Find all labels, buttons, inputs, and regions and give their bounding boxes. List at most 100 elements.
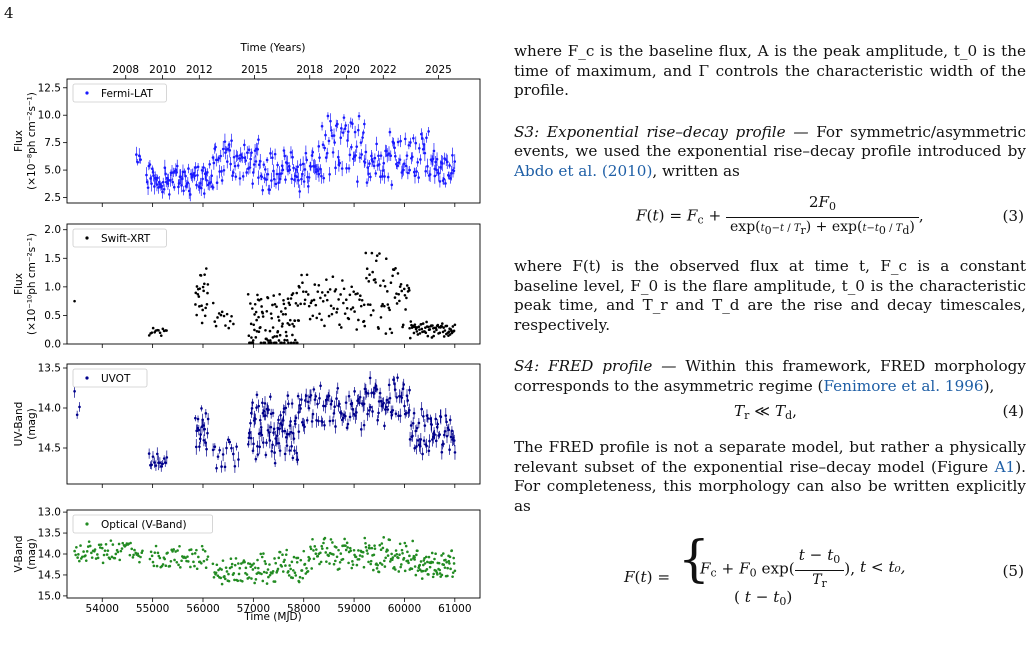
data-point	[253, 581, 256, 585]
data-point	[317, 172, 321, 176]
data-point	[73, 549, 76, 553]
data-point	[387, 152, 391, 155]
data-point	[180, 559, 183, 563]
data-point	[257, 163, 261, 167]
data-point	[299, 163, 302, 167]
citation-abdo-2010[interactable]: Abdo et al. (2010)	[514, 161, 653, 180]
data-point	[297, 178, 300, 182]
data-point	[254, 310, 258, 314]
data-point	[411, 539, 415, 543]
data-point	[268, 439, 272, 442]
data-point	[312, 388, 316, 391]
data-point	[216, 316, 219, 319]
data-point	[271, 411, 275, 415]
data-point	[269, 312, 273, 315]
data-point	[430, 551, 434, 555]
data-point	[251, 182, 254, 185]
data-point	[310, 420, 314, 423]
data-point	[389, 281, 393, 285]
data-point	[362, 565, 366, 569]
data-point	[433, 433, 436, 436]
data-point	[137, 154, 141, 158]
data-point	[296, 165, 300, 168]
data-point	[323, 324, 326, 328]
data-point	[85, 550, 89, 553]
data-point	[422, 414, 425, 418]
figure-link-a1[interactable]: A1	[994, 457, 1016, 476]
data-point	[438, 331, 442, 335]
section-s4-body-a: Within this framework, FRED morphology c…	[514, 357, 1026, 395]
data-point	[425, 136, 428, 140]
data-point	[206, 171, 209, 174]
data-point	[391, 558, 394, 562]
data-point	[205, 558, 209, 561]
data-point	[210, 174, 213, 177]
data-point	[203, 273, 206, 276]
data-point	[74, 553, 78, 557]
data-point	[201, 308, 204, 312]
data-point	[236, 154, 239, 158]
data-point	[398, 299, 401, 303]
data-point	[291, 292, 295, 295]
data-point	[444, 558, 447, 562]
data-point	[255, 329, 259, 333]
data-point	[84, 554, 87, 557]
data-point	[393, 146, 396, 150]
data-point	[179, 175, 182, 179]
data-point	[96, 553, 99, 556]
data-point	[268, 188, 272, 192]
data-point	[318, 396, 321, 400]
data-point	[251, 339, 255, 342]
data-point	[305, 273, 309, 277]
data-point	[237, 157, 241, 160]
data-point	[452, 439, 456, 442]
data-point	[438, 572, 442, 575]
data-point	[346, 139, 349, 142]
data-point	[270, 316, 274, 320]
data-point	[403, 541, 407, 545]
data-point	[375, 254, 379, 257]
data-point	[277, 319, 281, 322]
data-point	[354, 555, 358, 559]
data-point	[363, 324, 367, 328]
data-point	[441, 162, 444, 165]
data-point	[279, 310, 283, 313]
data-point	[386, 290, 389, 293]
data-point	[270, 179, 273, 182]
data-point	[340, 127, 343, 130]
y-axis-label: Flux	[13, 273, 25, 295]
data-point	[390, 331, 394, 335]
data-point	[406, 550, 409, 554]
data-point	[288, 168, 292, 172]
data-point	[370, 546, 374, 550]
data-point	[311, 537, 314, 541]
data-point	[399, 282, 403, 286]
y-tick-label: 1.5	[44, 253, 61, 265]
data-point	[360, 153, 363, 156]
data-point	[399, 139, 402, 143]
data-point	[383, 424, 386, 428]
data-point	[408, 168, 411, 172]
data-point	[300, 273, 303, 277]
data-point	[302, 180, 306, 183]
data-point	[322, 541, 325, 545]
page-number: 4	[4, 4, 14, 22]
legend-label: UVOT	[101, 373, 131, 385]
x-tick-label: 56000	[186, 603, 219, 615]
data-point	[277, 418, 280, 422]
data-point	[311, 412, 315, 416]
data-point	[271, 303, 274, 307]
data-point	[201, 548, 205, 551]
data-point	[261, 188, 264, 192]
data-point	[279, 172, 283, 175]
citation-fenimore-1996[interactable]: Fenimore et al. 1996	[823, 376, 984, 395]
data-point	[338, 560, 342, 564]
data-point	[361, 550, 365, 554]
paragraph-eq3-description: where F(t) is the observed flux at time …	[514, 257, 1026, 335]
data-point	[223, 465, 227, 469]
data-point	[228, 319, 232, 323]
data-point	[285, 444, 289, 447]
data-point	[296, 394, 300, 398]
data-points	[135, 112, 457, 202]
data-point	[266, 428, 270, 432]
